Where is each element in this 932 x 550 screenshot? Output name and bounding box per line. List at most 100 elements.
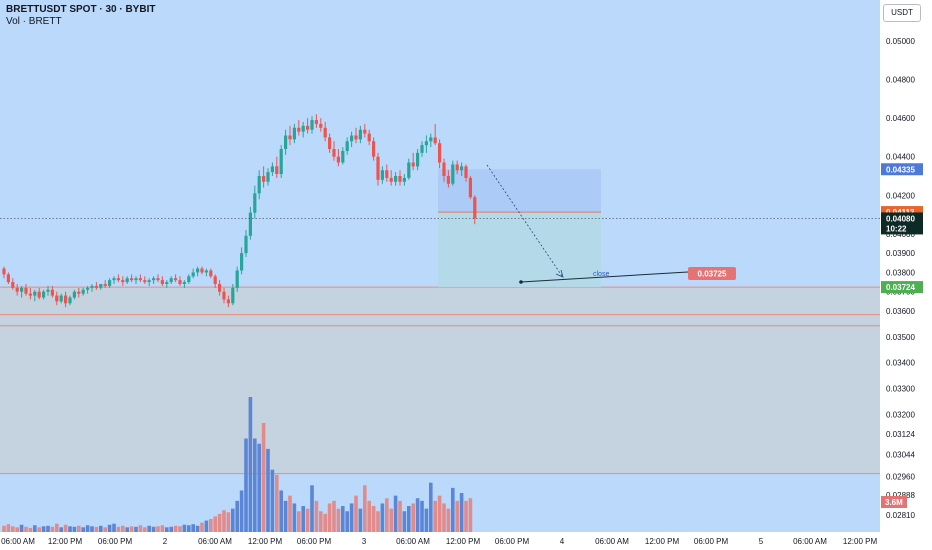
candle[interactable] — [138, 278, 142, 281]
volume-bar[interactable] — [90, 526, 94, 532]
candle[interactable] — [196, 268, 200, 273]
volume-bar[interactable] — [147, 525, 151, 532]
volume-bar[interactable] — [200, 522, 204, 532]
candle[interactable] — [94, 285, 98, 288]
candle[interactable] — [372, 141, 376, 157]
candle[interactable] — [253, 193, 257, 213]
volume-bar[interactable] — [301, 506, 305, 532]
candle[interactable] — [455, 164, 459, 171]
volume-bar[interactable] — [424, 508, 429, 532]
volume-bar[interactable] — [415, 498, 420, 532]
volume-bar[interactable] — [376, 511, 380, 532]
last-price-marker[interactable] — [881, 212, 923, 235]
volume-bar[interactable] — [121, 525, 125, 532]
volume-bar[interactable] — [239, 490, 244, 532]
candle[interactable] — [165, 282, 169, 284]
candle[interactable] — [394, 176, 398, 182]
volume-bar[interactable] — [336, 508, 341, 532]
candle[interactable] — [248, 212, 252, 236]
candle[interactable] — [310, 120, 314, 130]
volume-bar[interactable] — [327, 503, 332, 532]
candle[interactable] — [358, 129, 362, 140]
volume-bar[interactable] — [37, 527, 41, 532]
candle[interactable] — [37, 291, 41, 298]
annotation-price-tag[interactable] — [688, 267, 736, 280]
candle[interactable] — [433, 137, 437, 144]
candle[interactable] — [226, 299, 230, 304]
candle[interactable] — [244, 235, 248, 254]
candle[interactable] — [6, 274, 10, 283]
volume-bar[interactable] — [468, 498, 473, 532]
candle[interactable] — [90, 285, 94, 288]
candle[interactable] — [116, 278, 120, 281]
candle[interactable] — [218, 284, 222, 292]
candle[interactable] — [424, 141, 428, 146]
candle[interactable] — [297, 127, 301, 132]
candle[interactable] — [460, 166, 464, 171]
candle[interactable] — [178, 280, 182, 284]
candle[interactable] — [420, 145, 424, 153]
candle[interactable] — [429, 137, 433, 142]
volume-bar[interactable] — [195, 525, 200, 532]
candle[interactable] — [182, 282, 186, 284]
candle[interactable] — [354, 135, 358, 140]
volume-bar[interactable] — [94, 526, 99, 532]
volume-bar[interactable] — [231, 508, 235, 532]
annotation-anchor[interactable] — [519, 280, 523, 284]
candle[interactable] — [328, 137, 332, 149]
candle[interactable] — [68, 297, 72, 304]
volume-bar[interactable] — [253, 438, 257, 532]
candle[interactable] — [314, 120, 318, 124]
volume-bar[interactable] — [143, 527, 147, 532]
volume-bar[interactable] — [393, 495, 398, 532]
candle[interactable] — [187, 276, 191, 283]
volume-bar[interactable] — [270, 469, 275, 532]
target-zone[interactable] — [438, 212, 601, 288]
candle[interactable] — [306, 125, 310, 130]
volume-bar[interactable] — [103, 527, 107, 532]
volume-bar[interactable] — [332, 500, 336, 532]
volume-bar[interactable] — [129, 526, 134, 532]
candle[interactable] — [398, 176, 402, 182]
volume-marker[interactable] — [881, 496, 907, 508]
volume-bar[interactable] — [371, 506, 376, 532]
candle[interactable] — [279, 149, 283, 175]
candle[interactable] — [376, 156, 380, 180]
candle[interactable] — [143, 280, 147, 283]
volume-bar[interactable] — [314, 500, 319, 532]
volume-bar[interactable] — [169, 526, 173, 532]
candle[interactable] — [240, 253, 244, 271]
volume-bar[interactable] — [85, 525, 90, 532]
volume-bar[interactable] — [191, 524, 195, 532]
volume-bar[interactable] — [151, 526, 156, 532]
price-axis[interactable] — [880, 0, 932, 550]
volume-bar[interactable] — [244, 438, 248, 532]
candle[interactable] — [191, 272, 195, 277]
volume-bar[interactable] — [63, 524, 68, 532]
candle[interactable] — [55, 295, 59, 302]
annotation-label[interactable]: close — [593, 271, 609, 278]
volume-bar[interactable] — [125, 527, 129, 532]
volume-bar[interactable] — [46, 525, 50, 532]
candle[interactable] — [2, 268, 6, 275]
volume-bar[interactable] — [178, 526, 182, 532]
volume-bar[interactable] — [209, 519, 213, 532]
candle[interactable] — [86, 287, 90, 290]
candle[interactable] — [231, 287, 235, 304]
candle[interactable] — [72, 291, 76, 298]
candle[interactable] — [380, 170, 384, 180]
candle[interactable] — [147, 280, 151, 283]
volume-bar[interactable] — [235, 500, 239, 532]
volume-bar[interactable] — [59, 527, 63, 532]
volume-bar[interactable] — [213, 516, 217, 532]
candle[interactable] — [323, 127, 327, 138]
volume-bar[interactable] — [437, 495, 442, 532]
volume-bar[interactable] — [459, 493, 464, 532]
candle[interactable] — [112, 278, 116, 281]
volume-bar[interactable] — [248, 397, 253, 532]
candle[interactable] — [266, 172, 270, 182]
candle[interactable] — [134, 278, 138, 281]
candle[interactable] — [20, 287, 24, 292]
candle[interactable] — [451, 164, 455, 184]
